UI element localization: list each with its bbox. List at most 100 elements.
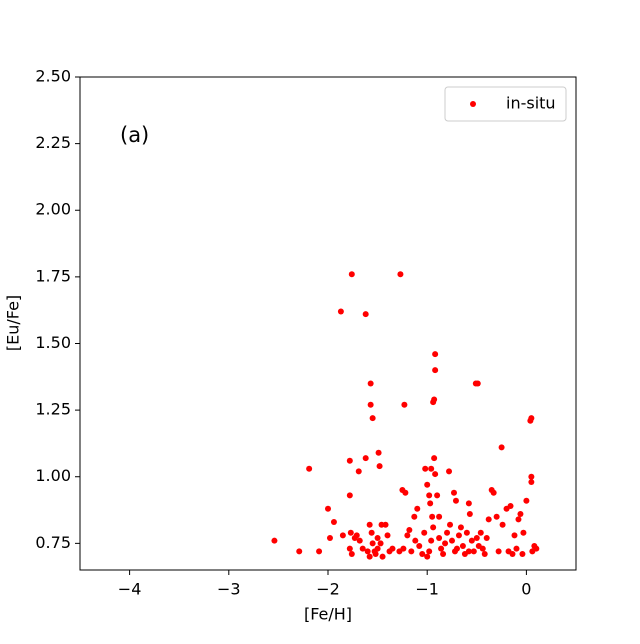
- point: [330, 519, 337, 526]
- point: [306, 465, 313, 472]
- point: [404, 532, 411, 539]
- point: [533, 545, 540, 552]
- point: [406, 527, 413, 534]
- point: [400, 545, 407, 552]
- point: [450, 489, 457, 496]
- point: [520, 529, 527, 536]
- point: [424, 553, 431, 560]
- point: [412, 537, 419, 544]
- plot-frame: [79, 76, 577, 571]
- point: [356, 537, 363, 544]
- point: [511, 532, 518, 539]
- point: [389, 545, 396, 552]
- point: [446, 468, 453, 475]
- point: [438, 545, 445, 552]
- point: [455, 532, 462, 539]
- point: [362, 455, 369, 462]
- point: [509, 551, 516, 558]
- point: [421, 529, 428, 536]
- legend-box: [444, 86, 567, 122]
- point: [434, 492, 441, 499]
- x-tick-label: −2: [316, 580, 340, 599]
- point: [368, 529, 375, 536]
- point: [427, 500, 434, 507]
- point: [436, 535, 443, 542]
- point: [374, 535, 381, 542]
- point: [523, 497, 530, 504]
- point: [485, 516, 492, 523]
- point: [422, 465, 429, 472]
- point: [348, 271, 355, 278]
- point: [374, 545, 381, 552]
- point: [465, 548, 472, 555]
- x-tick-label: −3: [217, 580, 241, 599]
- point: [507, 503, 514, 510]
- point: [490, 489, 497, 496]
- point: [364, 548, 371, 555]
- point: [402, 489, 409, 496]
- point: [401, 401, 408, 408]
- point: [376, 463, 383, 470]
- point: [428, 465, 435, 472]
- point: [346, 457, 353, 464]
- point: [483, 535, 490, 542]
- y-axis-label: [Eu/Fe]: [4, 295, 23, 351]
- point: [459, 543, 466, 550]
- point: [440, 551, 447, 558]
- point: [481, 551, 488, 558]
- x-tick-label: −4: [118, 580, 142, 599]
- point: [515, 516, 522, 523]
- point: [432, 367, 439, 374]
- point: [451, 548, 458, 555]
- point: [362, 311, 369, 318]
- point: [377, 540, 384, 547]
- point: [452, 497, 459, 504]
- point: [513, 545, 520, 552]
- point: [473, 535, 480, 542]
- point: [353, 532, 360, 539]
- point: [447, 521, 454, 528]
- point: [528, 479, 535, 486]
- point: [384, 532, 391, 539]
- point: [382, 521, 389, 528]
- x-tick-label: 0: [521, 580, 531, 599]
- point: [346, 545, 353, 552]
- legend-label: in-situ: [506, 94, 556, 113]
- y-tick-label: 2.25: [35, 133, 71, 152]
- y-tick-label: 1.50: [35, 333, 71, 352]
- point: [528, 415, 535, 422]
- point: [375, 449, 382, 456]
- point: [414, 505, 421, 512]
- point: [528, 473, 535, 480]
- point: [432, 351, 439, 358]
- x-axis-label: [Fe/H]: [304, 605, 352, 624]
- point: [477, 529, 484, 536]
- point: [449, 537, 455, 544]
- point: [367, 380, 374, 387]
- point: [359, 545, 366, 552]
- point: [316, 548, 323, 555]
- point: [424, 481, 431, 488]
- point: [411, 513, 418, 520]
- point: [348, 551, 355, 558]
- point: [347, 529, 354, 536]
- point: [466, 511, 473, 518]
- point: [339, 532, 346, 539]
- y-tick-label: 1.00: [35, 466, 71, 485]
- point: [431, 396, 438, 403]
- point: [408, 548, 415, 555]
- point: [379, 553, 386, 560]
- y-tick-label: 2.50: [35, 67, 71, 86]
- point: [325, 505, 331, 512]
- y-tick-label: 1.25: [35, 400, 71, 419]
- point: [457, 524, 464, 531]
- x-tick-label: −1: [415, 580, 439, 599]
- annotation: (a): [120, 123, 149, 147]
- y-tick-label: 2.00: [35, 200, 71, 219]
- point: [517, 511, 524, 518]
- point: [346, 492, 353, 499]
- point: [429, 513, 436, 520]
- point: [436, 513, 443, 520]
